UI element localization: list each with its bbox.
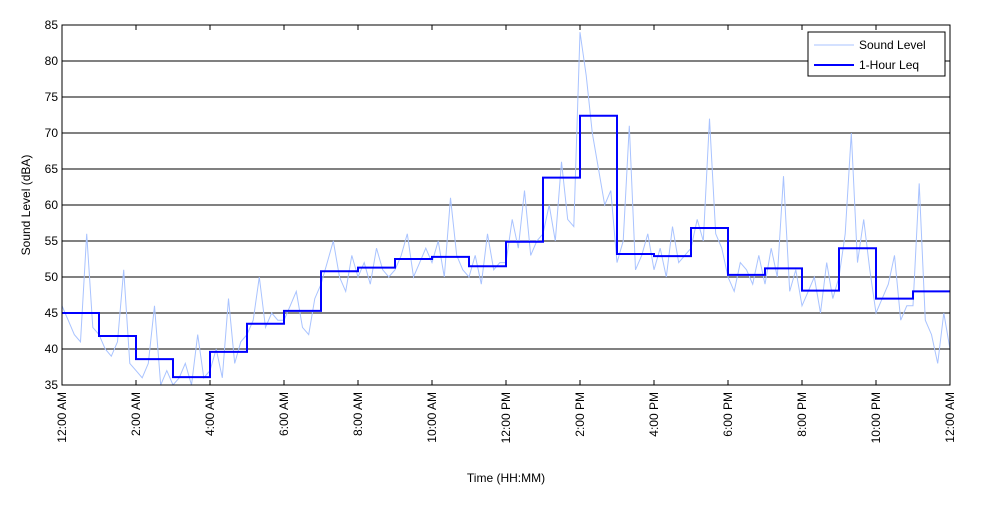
x-tick-label: 10:00 AM xyxy=(425,392,439,443)
x-tick-label: 8:00 AM xyxy=(351,392,365,436)
y-tick-label: 80 xyxy=(45,54,59,68)
x-tick-label: 8:00 PM xyxy=(795,392,809,437)
x-tick-label: 4:00 AM xyxy=(203,392,217,436)
y-tick-label: 70 xyxy=(45,126,59,140)
x-tick-label: 12:00 AM xyxy=(943,392,957,443)
y-axis-label: Sound Level (dBA) xyxy=(19,155,33,256)
x-tick-label: 6:00 PM xyxy=(721,392,735,437)
legend: Sound Level 1-Hour Leq xyxy=(807,31,946,77)
y-tick-label: 55 xyxy=(45,234,59,248)
x-tick-label: 2:00 AM xyxy=(129,392,143,436)
y-tick-label: 40 xyxy=(45,342,59,356)
x-tick-label: 10:00 PM xyxy=(869,392,883,443)
leq-step-line xyxy=(62,114,950,379)
x-tick-label: 4:00 PM xyxy=(647,392,661,437)
y-tick-label: 85 xyxy=(45,18,59,32)
y-tick-label: 60 xyxy=(45,198,59,212)
x-tick-label: 6:00 AM xyxy=(277,392,291,436)
x-axis-label: Time (HH:MM) xyxy=(467,471,545,485)
y-tick-label: 65 xyxy=(45,162,59,176)
legend-label-sound-level: Sound Level xyxy=(859,38,926,52)
x-tick-label: 12:00 PM xyxy=(499,392,513,443)
y-tick-label: 50 xyxy=(45,270,59,284)
x-tick-label: 12:00 AM xyxy=(55,392,69,443)
y-tick-label: 35 xyxy=(45,378,59,392)
legend-label-leq: 1-Hour Leq xyxy=(859,58,919,72)
y-tick-label: 75 xyxy=(45,90,59,104)
y-tick-label: 45 xyxy=(45,306,59,320)
x-tick-label: 2:00 PM xyxy=(573,392,587,437)
